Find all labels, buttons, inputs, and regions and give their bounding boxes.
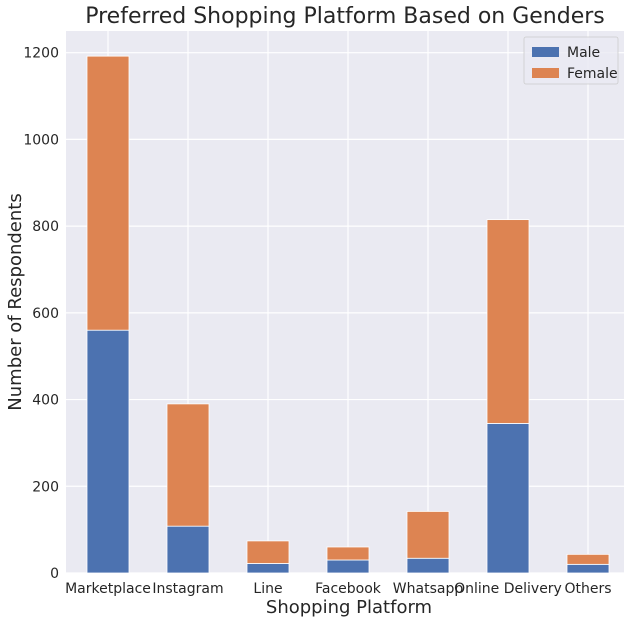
y-tick-label: 400 <box>32 393 59 409</box>
x-tick-label: Whatsapp <box>393 581 464 597</box>
y-tick-label: 200 <box>32 479 59 495</box>
x-tick-label: Online Delivery <box>454 581 562 597</box>
plot-background <box>66 31 624 573</box>
bar-female-instagram <box>166 403 210 527</box>
legend-label-female: Female <box>567 66 618 82</box>
x-tick-label: Line <box>253 581 282 597</box>
bar-female-whatsapp <box>406 511 450 559</box>
legend-label-male: Male <box>567 45 600 61</box>
x-tick-label: Facebook <box>315 581 382 597</box>
x-tick-label: Others <box>564 581 611 597</box>
legend-swatch-male <box>532 47 559 57</box>
legend: Male Female <box>523 36 619 85</box>
bar-female-others <box>566 553 610 565</box>
y-tick-labels: 0 200 400 600 800 1000 1200 <box>23 46 59 582</box>
y-axis-title: Number of Respondents <box>5 193 26 410</box>
bars <box>86 55 610 574</box>
bar-male-facebook <box>326 559 370 574</box>
y-tick-label: 1200 <box>23 46 59 62</box>
x-tick-label: Instagram <box>152 581 223 597</box>
bar-female-online-delivery <box>486 219 530 424</box>
bar-male-whatsapp <box>406 557 450 574</box>
bar-male-marketplace <box>86 329 130 574</box>
chart-title: Preferred Shopping Platform Based on Gen… <box>85 4 605 29</box>
bar-male-instagram <box>166 525 210 574</box>
y-tick-label: 1000 <box>23 132 59 148</box>
x-tick-label: Marketplace <box>65 581 151 597</box>
bar-male-online-delivery <box>486 423 530 574</box>
bar-female-facebook <box>326 546 370 561</box>
x-tick-labels: Marketplace Instagram Line Facebook Whatsapp… <box>65 581 611 597</box>
y-tick-label: 0 <box>50 566 59 582</box>
bar-female-marketplace <box>86 55 130 331</box>
bar-male-line <box>246 563 290 574</box>
x-axis-title: Shopping Platform <box>266 597 432 618</box>
bar-male-others <box>566 563 610 574</box>
bar-female-line <box>246 540 290 564</box>
legend-swatch-female <box>532 68 559 78</box>
y-tick-label: 800 <box>32 219 59 235</box>
y-tick-label: 600 <box>32 306 59 322</box>
